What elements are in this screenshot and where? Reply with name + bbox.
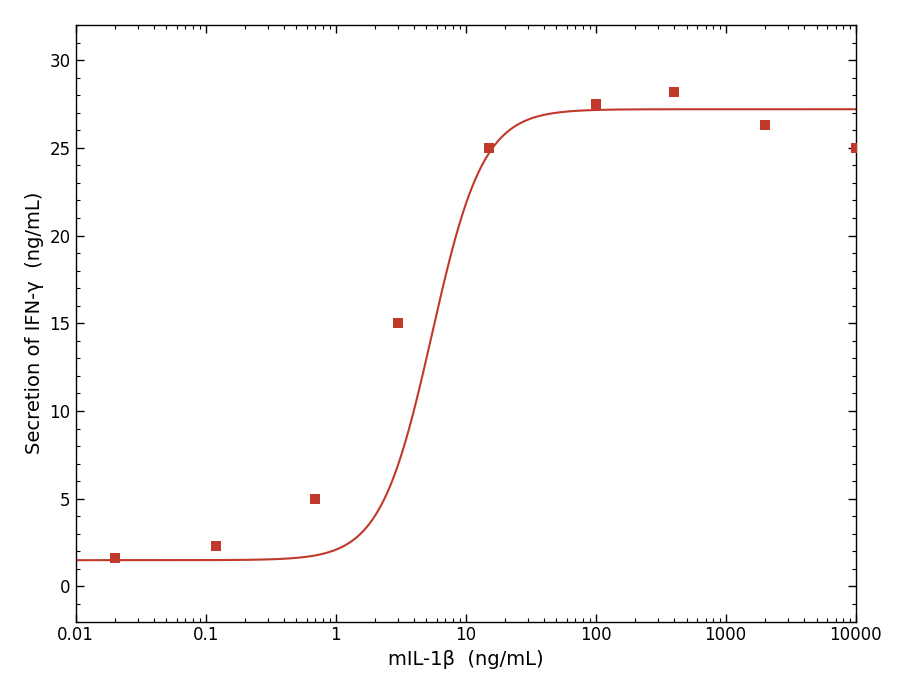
Point <box>757 119 772 130</box>
Point <box>667 86 681 97</box>
Point <box>209 541 223 552</box>
Point <box>107 553 122 564</box>
Point <box>848 142 863 153</box>
Y-axis label: Secretion of IFN-γ  (ng/mL): Secretion of IFN-γ (ng/mL) <box>25 192 44 455</box>
Point <box>390 318 405 329</box>
Point <box>482 142 496 153</box>
Point <box>308 493 323 505</box>
Point <box>589 99 603 110</box>
X-axis label: mIL-1β  (ng/mL): mIL-1β (ng/mL) <box>388 650 543 669</box>
